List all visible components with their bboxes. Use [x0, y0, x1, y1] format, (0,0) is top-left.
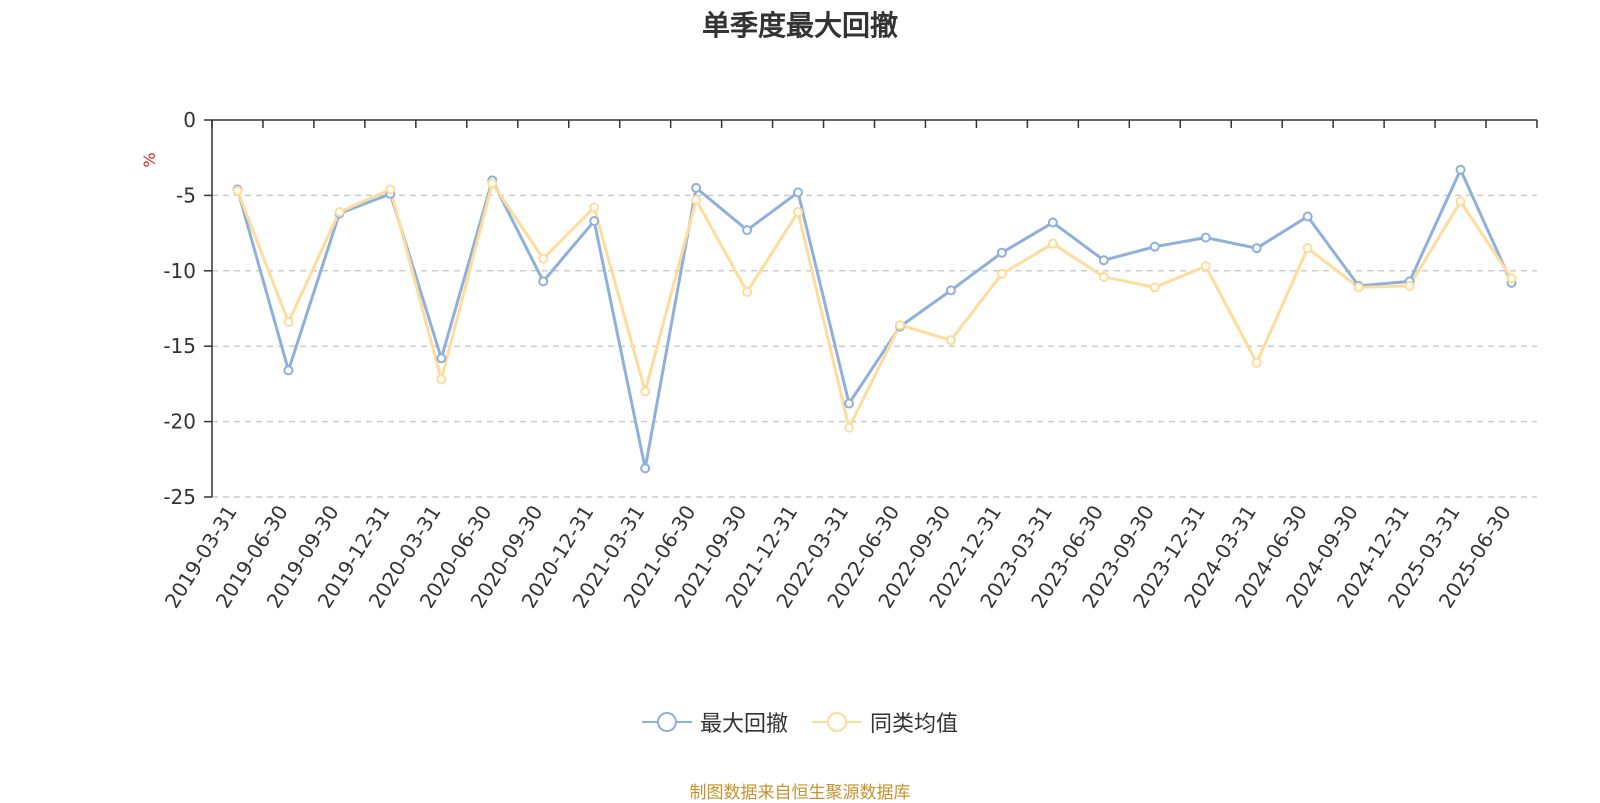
- data-point-1[interactable]: [283, 317, 294, 328]
- data-point-0[interactable]: [742, 225, 753, 236]
- data-point-1[interactable]: [1047, 238, 1058, 249]
- data-point-0[interactable]: [589, 216, 600, 227]
- data-point-0[interactable]: [1200, 232, 1211, 243]
- data-point-0[interactable]: [1047, 217, 1058, 228]
- y-tick-label: -20: [163, 410, 196, 434]
- data-point-1[interactable]: [844, 422, 855, 433]
- data-point-0[interactable]: [538, 276, 549, 287]
- data-point-1[interactable]: [589, 202, 600, 213]
- data-point-0[interactable]: [996, 247, 1007, 258]
- data-point-1[interactable]: [1404, 280, 1415, 291]
- series-layer: [232, 164, 1517, 474]
- y-tick-label: -10: [163, 259, 196, 283]
- legend-label-max-drawdown: 最大回撤: [699, 712, 788, 737]
- data-point-1[interactable]: [385, 184, 396, 195]
- series-line-1: [236, 181, 1513, 430]
- data-point-1[interactable]: [1149, 282, 1160, 293]
- data-point-1[interactable]: [1302, 243, 1313, 254]
- data-point-0[interactable]: [691, 182, 702, 193]
- line-chart: 0 -5 -10 -15 -20 -25 2019-03-312019-06-302019…: [140, 108, 1538, 612]
- y-tick-label: 0: [183, 108, 196, 132]
- data-point-0[interactable]: [1251, 243, 1262, 254]
- data-point-1[interactable]: [945, 335, 956, 346]
- data-point-1[interactable]: [232, 185, 243, 196]
- data-point-1[interactable]: [1251, 357, 1262, 368]
- data-point-0[interactable]: [1302, 211, 1313, 222]
- data-source-note: 制图数据来自恒生聚源数据库: [689, 783, 911, 803]
- data-point-0[interactable]: [1149, 241, 1160, 252]
- y-tick-label: -15: [163, 334, 196, 358]
- legend-item-peer-average[interactable]: 同类均值: [812, 706, 958, 738]
- data-point-1[interactable]: [793, 206, 804, 217]
- data-point-0[interactable]: [283, 365, 294, 376]
- data-point-1[interactable]: [487, 178, 498, 189]
- y-axis-unit-label: %: [140, 152, 159, 167]
- y-tick-label: -5: [176, 183, 196, 207]
- data-point-0[interactable]: [844, 398, 855, 409]
- data-point-1[interactable]: [691, 194, 702, 205]
- data-point-1[interactable]: [1200, 261, 1211, 272]
- y-tick-label: -25: [163, 485, 196, 509]
- data-point-1[interactable]: [1506, 273, 1517, 284]
- legend-item-max-drawdown[interactable]: 最大回撤: [641, 706, 788, 738]
- x-axis: 2019-03-312019-06-302019-09-302019-12-31…: [160, 119, 1538, 612]
- data-point-1[interactable]: [742, 286, 753, 297]
- data-point-0[interactable]: [1098, 255, 1109, 266]
- series-line-0: [236, 168, 1513, 470]
- legend: 最大回撤 同类均值: [0, 706, 1600, 738]
- data-point-1[interactable]: [1098, 271, 1109, 282]
- data-point-1[interactable]: [334, 206, 345, 217]
- legend-marker-max-drawdown: [641, 712, 692, 732]
- data-point-0[interactable]: [1455, 164, 1466, 175]
- chart-title: 单季度最大回撤: [701, 9, 898, 42]
- data-point-1[interactable]: [996, 268, 1007, 279]
- data-point-1[interactable]: [1353, 282, 1364, 293]
- data-point-0[interactable]: [640, 463, 651, 474]
- data-point-1[interactable]: [894, 320, 905, 331]
- data-point-0[interactable]: [945, 285, 956, 296]
- data-point-1[interactable]: [640, 386, 651, 397]
- data-point-1[interactable]: [1455, 196, 1466, 207]
- data-point-0[interactable]: [436, 353, 447, 364]
- data-point-1[interactable]: [538, 253, 549, 264]
- legend-marker-peer-average: [812, 712, 862, 732]
- data-point-0[interactable]: [793, 187, 804, 198]
- y-axis: 0 -5 -10 -15 -20 -25: [163, 108, 213, 509]
- data-point-1[interactable]: [436, 374, 447, 385]
- grid-lines: [212, 194, 1537, 498]
- legend-label-peer-average: 同类均值: [870, 712, 959, 737]
